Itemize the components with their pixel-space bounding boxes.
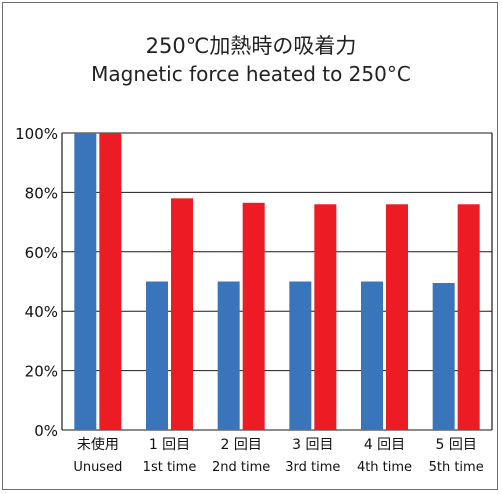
y-tick-labels: 0% 20% 40% 60% 80% 100% [15,125,58,440]
x-tick-label: 1 回目 [149,437,190,453]
y-tick-label: 80% [25,184,58,202]
x-tick-label: 5 回目 [435,437,476,453]
bar-series-2 [386,204,408,430]
bar-series-1 [74,133,96,430]
bar-series-1 [433,283,455,430]
bars [74,133,479,430]
y-tick-label: 20% [25,363,58,381]
x-tick-label: 4 回目 [364,437,405,453]
x-tick-label: 3 回目 [292,437,333,453]
x-tick-label-en: 2nd time [212,460,270,475]
bar-series-2 [171,198,193,430]
x-tick-label-en: 4th time [357,460,412,475]
bar-series-2 [243,203,265,430]
bar-series-2 [314,204,336,430]
y-tick-label: 100% [15,125,58,143]
bar-series-1 [289,282,311,431]
bar-series-2 [458,204,480,430]
bar-series-2 [99,133,121,430]
y-tick-label: 60% [25,244,58,262]
bar-series-1 [361,282,383,431]
bar-series-1 [218,282,240,431]
x-tick-label-en: 5th time [429,460,484,475]
y-tick-label: 40% [25,303,58,321]
y-tick-label: 0% [34,422,58,440]
x-tick-label: 未使用 [77,436,119,453]
x-tick-labels: 未使用 Unused 1 回目 1st time 2 回目 2nd time 3 回目 3rd… [73,436,483,475]
x-tick-label-en: 1st time [143,460,197,475]
x-tick-label-en: Unused [73,460,122,475]
x-tick-label: 2 回目 [220,437,261,453]
bar-series-1 [146,282,168,431]
gridlines [62,133,492,430]
x-tick-label-en: 3rd time [285,460,340,475]
axes [62,133,492,430]
